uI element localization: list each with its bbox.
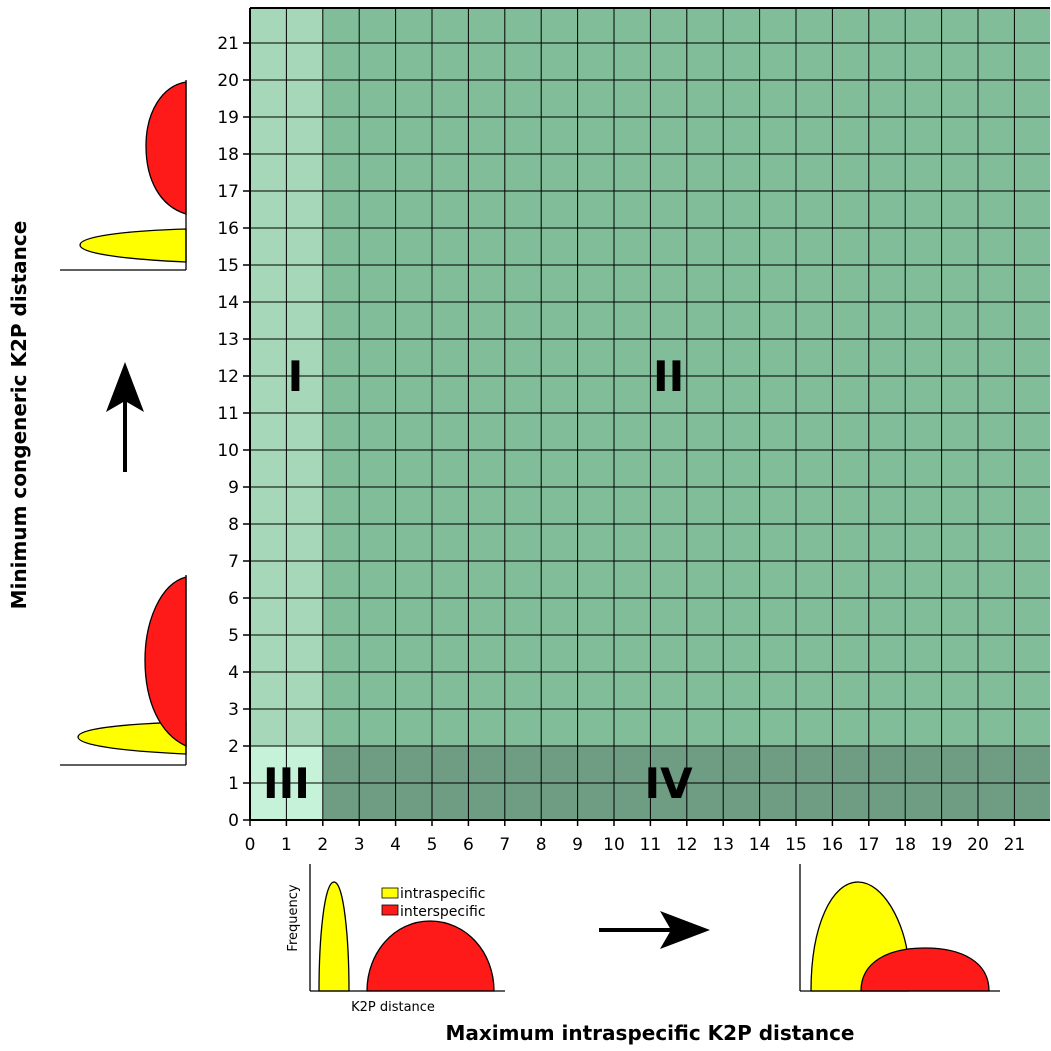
y-tick-label: 6	[228, 589, 239, 609]
interspecific-distribution-shape	[145, 81, 187, 215]
bottom-right-distribution-illustration	[799, 864, 1000, 992]
intraspecific-distribution-shape	[79, 228, 187, 263]
quadrant-label-II: II	[653, 352, 684, 401]
y-axis-title: Minimum congeneric K2P distance	[7, 221, 31, 610]
quadrant-label-III: III	[263, 759, 310, 808]
y-tick-label: 5	[228, 626, 239, 646]
x-tick-label: 17	[858, 835, 880, 855]
intraspecific-distribution-shape	[318, 881, 350, 992]
y-tick-label: 20	[217, 71, 239, 91]
x-tick-label: 0	[245, 835, 256, 855]
y-tick-label: 3	[228, 700, 239, 720]
y-tick-label: 9	[228, 478, 239, 498]
intraspecific-distribution-shape	[77, 721, 187, 755]
y-tick-label: 18	[217, 145, 239, 165]
x-axis-title: Maximum intraspecific K2P distance	[445, 1021, 854, 1045]
x-tick-label: 6	[463, 835, 474, 855]
x-tick-label: 11	[640, 835, 662, 855]
y-tick-label: 10	[217, 441, 239, 461]
quadrant-label-I: I	[288, 352, 304, 401]
legend-label-intraspecific: intraspecific	[400, 886, 485, 902]
x-tick-label: 15	[785, 835, 807, 855]
x-tick-label: 16	[822, 835, 844, 855]
x-tick-label: 14	[749, 835, 771, 855]
y-tick-label: 13	[217, 330, 239, 350]
interspecific-distribution-shape	[860, 947, 990, 992]
interspecific-distribution-shape	[366, 920, 495, 992]
x-tick-label: 20	[967, 835, 989, 855]
x-tick-label: 5	[427, 835, 438, 855]
y-tick-label: 4	[228, 663, 239, 683]
x-tick-label: 13	[712, 835, 734, 855]
y-tick-label: 12	[217, 367, 239, 387]
grid	[250, 8, 1050, 820]
x-tick-label: 21	[1004, 835, 1026, 855]
y-tick-label: 17	[217, 182, 239, 202]
y-tick-label: 14	[217, 293, 239, 313]
x-tick-label: 3	[354, 835, 365, 855]
x-tick-labels: 0 1 2 3 4 5 6 7 8 9 10 11 12 13 14 15 16 17 18 19 20 21	[245, 820, 1026, 855]
y-tick-label: 15	[217, 256, 239, 276]
arrow-up-icon	[106, 362, 144, 472]
x-tick-label: 7	[499, 835, 510, 855]
x-tick-label: 4	[390, 835, 401, 855]
y-tick-label: 19	[217, 108, 239, 128]
y-tick-label: 11	[217, 404, 239, 424]
inset-x-label: K2P distance	[351, 1000, 435, 1015]
interspecific-distribution-shape	[144, 576, 187, 748]
y-tick-label: 16	[217, 219, 239, 239]
legend-swatch-interspecific	[381, 904, 399, 916]
y-tick-label: 1	[228, 774, 239, 794]
quadrant-plot	[250, 8, 1050, 820]
x-tick-label: 10	[603, 835, 625, 855]
left-top-distribution-illustration	[60, 80, 187, 271]
x-tick-label: 18	[894, 835, 916, 855]
x-tick-label: 12	[676, 835, 698, 855]
left-bottom-distribution-illustration	[60, 575, 187, 766]
quadrant-label-IV: IV	[645, 759, 694, 808]
x-tick-label: 19	[931, 835, 953, 855]
arrow-right-icon	[599, 911, 710, 949]
x-tick-label: 8	[536, 835, 547, 855]
y-tick-label: 21	[217, 34, 239, 54]
legend-swatch-intraspecific	[381, 887, 399, 899]
y-tick-label: 7	[228, 552, 239, 572]
x-tick-label: 2	[317, 835, 328, 855]
x-tick-label: 9	[572, 835, 583, 855]
y-tick-label: 0	[228, 811, 239, 831]
bottom-left-distribution-illustration: Frequency K2P distance intraspecific int…	[286, 864, 505, 1015]
x-tick-label: 1	[281, 835, 292, 855]
y-tick-label: 2	[228, 737, 239, 757]
inset-y-label: Frequency	[286, 884, 301, 951]
y-tick-label: 8	[228, 515, 239, 535]
legend-label-interspecific: interspecific	[400, 904, 486, 920]
